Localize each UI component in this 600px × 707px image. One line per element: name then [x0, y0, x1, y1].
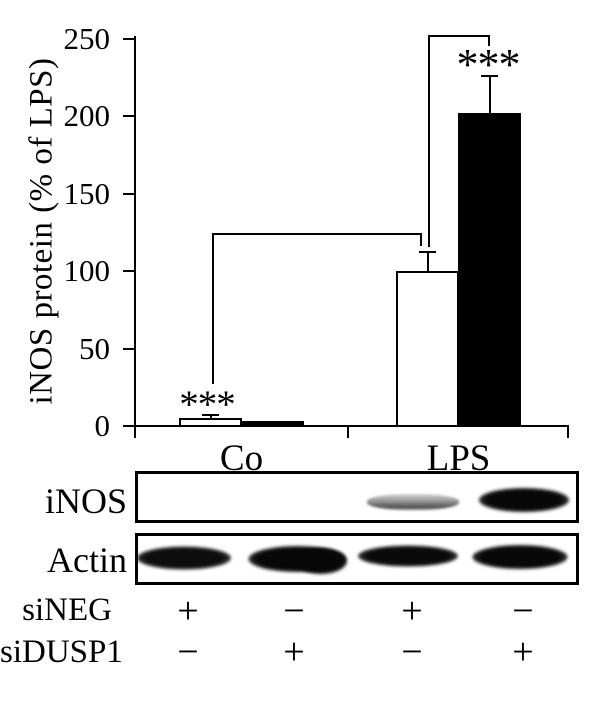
- condition-sign-sineg-lane2: −: [283, 590, 305, 632]
- y-tick-label: 150: [63, 176, 111, 211]
- bar-co-sidusp1: [240, 421, 304, 427]
- x-tick: [567, 426, 569, 438]
- category-label-co: Co: [219, 438, 264, 479]
- y-tick: [123, 193, 135, 195]
- blot-band-inos-lane4: [479, 488, 569, 512]
- y-tick-label: 50: [79, 331, 110, 366]
- y-tick: [123, 348, 135, 350]
- bracket-co-vs-lps: [420, 233, 422, 246]
- error-bar-cap: [480, 75, 498, 77]
- y-tick: [123, 270, 135, 272]
- condition-sign-sidusp1-lane2: +: [283, 631, 305, 673]
- x-tick: [347, 426, 349, 438]
- blot-band-inos-lane3: [367, 494, 459, 510]
- y-tick: [123, 38, 135, 40]
- bracket-co-vs-lps: [212, 233, 422, 235]
- condition-sign-sineg-lane1: +: [177, 590, 199, 632]
- error-bar-cap: [201, 414, 219, 416]
- bracket-co-vs-lps: [212, 233, 214, 384]
- y-tick-label: 250: [63, 21, 111, 56]
- condition-row-label-sineg: siNEG: [22, 592, 112, 628]
- y-tick-label: 0: [94, 408, 111, 443]
- x-axis-line: [134, 425, 569, 427]
- y-tick-label: 200: [63, 98, 111, 133]
- y-tick: [123, 425, 135, 427]
- x-tick: [134, 426, 136, 438]
- blot-band-actin-lane3: [358, 545, 458, 567]
- error-bar-line: [426, 251, 429, 271]
- blot-band-actin-lane1: [137, 546, 231, 570]
- bracket-lps-sineg-vs-sidusp1: [488, 35, 490, 46]
- y-axis-line: [134, 36, 136, 427]
- condition-sign-sidusp1-lane3: −: [401, 631, 423, 673]
- stars-co: ***: [179, 383, 235, 426]
- category-label-lps: LPS: [426, 438, 491, 479]
- condition-sign-sidusp1-lane1: −: [177, 631, 199, 673]
- error-bar-cap: [418, 251, 436, 253]
- bar-lps-sidusp1: [457, 113, 521, 427]
- blot-band-actin-lane2-tail: [295, 548, 347, 574]
- condition-sign-sidusp1-lane4: +: [512, 631, 534, 673]
- condition-sign-sineg-lane3: +: [401, 590, 423, 632]
- error-bar-line: [488, 75, 491, 113]
- condition-sign-sineg-lane4: −: [512, 590, 534, 632]
- blot-band-actin-lane4: [472, 545, 568, 569]
- inos-blot-label: iNOS: [44, 481, 127, 521]
- bar-lps-sineg: [395, 271, 459, 427]
- stars-lps-sidusp1: ***: [456, 40, 521, 89]
- y-tick-label: 100: [63, 253, 111, 288]
- error-bar-line: [209, 414, 212, 418]
- condition-row-label-sidusp1: siDUSP1: [0, 634, 123, 670]
- bracket-lps-sineg-vs-sidusp1: [428, 35, 490, 37]
- y-axis-label: iNOS protein (% of LPS): [23, 57, 60, 405]
- y-tick: [123, 115, 135, 117]
- actin-blot-label: Actin: [47, 540, 127, 580]
- bracket-lps-sineg-vs-sidusp1: [428, 35, 430, 247]
